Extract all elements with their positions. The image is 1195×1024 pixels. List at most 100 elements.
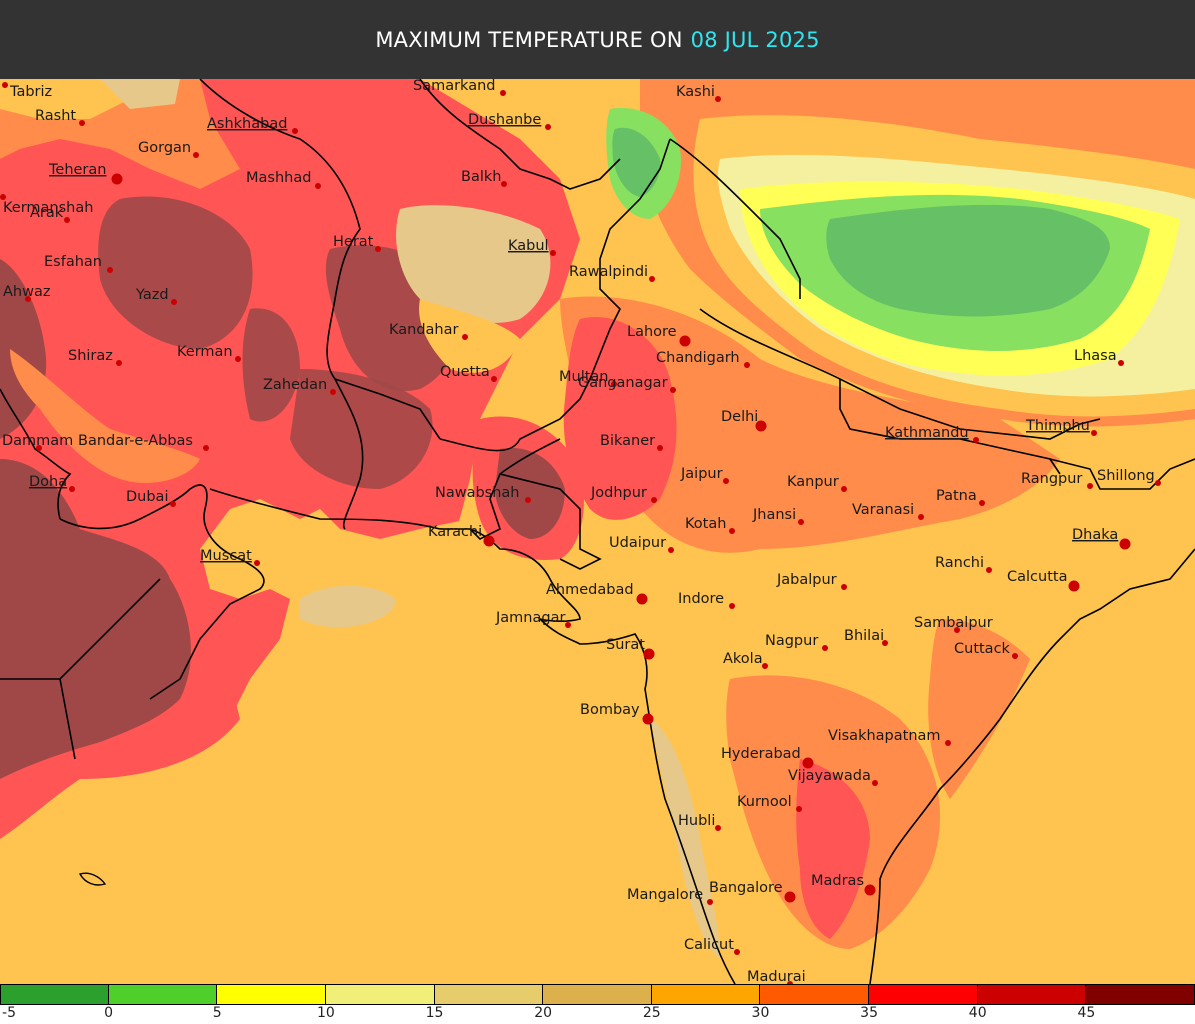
city-marker — [796, 806, 802, 812]
city-marker — [500, 90, 506, 96]
warm-region-east-coast — [928, 619, 1030, 799]
city-label: Lahore — [627, 324, 677, 340]
legend-tick-label: 15 — [425, 1005, 444, 1021]
hot-region-oman — [0, 679, 240, 839]
legend-swatch — [760, 984, 869, 1005]
city-label: Kabul — [508, 238, 549, 254]
city-marker — [729, 603, 735, 609]
city-marker — [483, 535, 495, 547]
city-label: Muscat — [200, 548, 252, 564]
city-marker — [670, 387, 676, 393]
legend-tick-label: 0 — [104, 1005, 114, 1021]
legend-swatch — [108, 984, 218, 1005]
city-label: Hyderabad — [721, 746, 801, 762]
city-label: Kermanshah — [3, 200, 93, 216]
city-label: Udaipur — [609, 535, 666, 551]
city-marker — [1012, 653, 1018, 659]
temperature-map[interactable]: Tabriz Rasht Gorgan Ashkhabad Samarkand Dusha… — [0, 79, 1195, 984]
legend-swatch — [1086, 984, 1195, 1005]
legend-tick-label: 20 — [534, 1005, 553, 1021]
city-marker — [679, 335, 691, 347]
city-label: Visakhapatnam — [828, 728, 941, 744]
city-marker — [315, 183, 321, 189]
city-marker — [649, 276, 655, 282]
city-label: Ahmedabad — [546, 582, 634, 598]
city-label: Kanpur — [787, 474, 839, 490]
legend-tick-label: 45 — [1077, 1005, 1096, 1021]
city-label: Jamnagar — [495, 610, 565, 626]
city-label: Zahedan — [263, 377, 327, 393]
cool-region-afghanistan — [396, 205, 551, 323]
green-region-tibet — [826, 204, 1110, 317]
city-marker — [375, 246, 381, 252]
city-label: Dushanbe — [468, 112, 541, 128]
city-label: Delhi — [721, 409, 758, 425]
city-label: Herat — [333, 234, 374, 250]
city-label: Bangalore — [709, 880, 783, 896]
city-label: Dubai — [126, 489, 168, 505]
city-label: Kurnool — [737, 794, 792, 810]
mild-region-afghanistan — [419, 299, 520, 373]
city-label: Ganganagar — [578, 375, 668, 391]
city-marker — [945, 740, 951, 746]
legend-tick-label: 10 — [316, 1005, 335, 1021]
very-hot-patch — [242, 308, 300, 422]
city-marker — [802, 757, 814, 769]
city-marker — [723, 478, 729, 484]
city-label: Kashi — [676, 84, 715, 100]
city-marker — [784, 891, 796, 903]
map-date: 08 JUL 2025 — [690, 27, 820, 52]
legend-swatch — [543, 984, 652, 1005]
city-label: Jodhpur — [590, 485, 647, 501]
city-marker — [755, 420, 767, 432]
city-marker — [636, 593, 648, 605]
city-marker — [954, 627, 960, 633]
city-marker — [330, 389, 336, 395]
city-label: Shiraz — [68, 348, 113, 364]
city-marker — [171, 299, 177, 305]
city-marker — [1118, 360, 1124, 366]
city-label: Doha — [29, 474, 67, 490]
city-label: Mashhad — [246, 170, 311, 186]
city-marker — [973, 437, 979, 443]
legend-tick-label: 40 — [968, 1005, 987, 1021]
city-marker — [715, 825, 721, 831]
city-label: Multan — [559, 369, 609, 385]
city-label: Jhansi — [752, 507, 796, 523]
city-marker — [1119, 538, 1131, 550]
city-marker — [254, 560, 260, 566]
map-title: MAXIMUM TEMPERATURE ON 08 JUL 2025 — [0, 0, 1195, 79]
city-marker — [715, 96, 721, 102]
city-marker — [2, 82, 8, 88]
city-label: Varanasi — [852, 502, 914, 518]
city-marker — [1155, 480, 1161, 486]
green-region-karakoram — [612, 127, 661, 197]
city-label: Calicut — [684, 937, 734, 953]
city-marker — [25, 296, 31, 302]
city-marker — [545, 124, 551, 130]
very-hot-arabia — [0, 459, 191, 779]
hot-region-deccan — [796, 759, 870, 939]
city-label: Tabriz — [9, 84, 52, 100]
city-label: Mangalore — [627, 887, 703, 903]
city-label: Dammam — [2, 433, 73, 449]
city-marker — [611, 381, 617, 387]
very-hot-patch — [98, 196, 253, 349]
legend-swatch — [0, 984, 109, 1005]
legend-swatch — [651, 984, 761, 1005]
city-label: Esfahan — [44, 254, 102, 270]
city-label: Ashkhabad — [207, 116, 287, 132]
city-label: Bikaner — [600, 433, 655, 449]
city-marker — [798, 519, 804, 525]
city-markers: Tabriz Rasht Gorgan Ashkhabad Samarkand Dusha… — [0, 79, 1161, 984]
legend-swatch — [869, 984, 978, 1005]
city-marker — [986, 567, 992, 573]
hot-region-pakistan — [563, 317, 677, 520]
legend-swatch — [325, 984, 435, 1005]
legend-tick-label: 5 — [212, 1005, 222, 1021]
city-label: Yazd — [135, 287, 169, 303]
legend-swatch — [217, 984, 326, 1005]
city-marker — [787, 981, 793, 984]
city-marker — [69, 486, 75, 492]
city-marker — [491, 376, 497, 382]
